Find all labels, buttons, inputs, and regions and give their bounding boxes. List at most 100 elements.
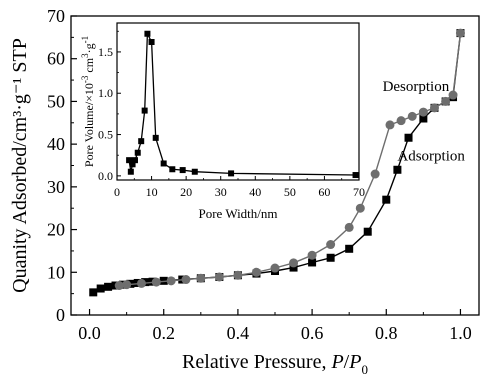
inset-y-label-exp: -3 (80, 75, 90, 83)
inset-y-tick-label: 0.0 (98, 169, 113, 183)
adsorption-point (382, 195, 391, 204)
pore-distribution-point (152, 134, 159, 141)
pore-distribution-point (141, 107, 148, 114)
desorption-point (370, 169, 380, 179)
desorption-point (270, 263, 280, 273)
inset-x-tick-label: 20 (180, 185, 192, 199)
pore-distribution-point (129, 161, 136, 168)
adsorption-point (326, 253, 335, 262)
adsorption-point (89, 288, 98, 297)
x-axis-label-main: Relative Pressure, (182, 351, 331, 373)
inset-x-tick-label: 60 (318, 185, 330, 199)
y-tick-label: 20 (47, 220, 65, 240)
desorption-point (122, 280, 132, 290)
desorption-point (151, 277, 161, 287)
adsorption-point (419, 114, 428, 123)
inset-x-tick-label: 10 (146, 185, 158, 199)
x-axis-label-sub: 0 (361, 362, 368, 377)
pore-distribution-point (352, 172, 359, 179)
x-axis-label: Relative Pressure, P/P0 (182, 351, 368, 377)
y-tick-label: 40 (47, 134, 65, 154)
y-tick-label: 60 (47, 49, 65, 69)
adsorption-point (404, 133, 413, 142)
annotation-desorption: Desorption (383, 79, 450, 95)
inset-y-label-part: Pore Volume/×10 (82, 83, 96, 167)
desorption-point (455, 28, 465, 38)
desorption-point (396, 116, 406, 126)
desorption-point (418, 107, 428, 117)
desorption-point (166, 276, 176, 286)
inset-y-tick-label: 0.5 (98, 128, 113, 142)
x-tick-label: 0.6 (301, 323, 324, 343)
x-axis-label-p: P (330, 351, 343, 373)
y-tick-label: 10 (47, 262, 65, 282)
pore-distribution-point (138, 138, 145, 145)
y-axis-label: Quanity Adsorbed/cm³·g⁻¹ STP (9, 38, 31, 293)
x-tick-label: 1.0 (449, 323, 472, 343)
inset-frame (116, 22, 360, 181)
inset-y-tick-label: 1.5 (98, 45, 113, 59)
pore-distribution-point (179, 167, 186, 174)
desorption-point (251, 267, 261, 277)
inset-plot: 0 10 20 30 40 50 60 70 0.0 0.5 1.0 1.5 Pore Width/nm… (80, 22, 365, 221)
desorption-point (307, 250, 317, 260)
pore-distribution-point (131, 157, 138, 164)
inset-y-label-exp: 3 (80, 53, 90, 58)
desorption-point (429, 103, 439, 113)
pore-distribution-point (127, 168, 134, 175)
inset-x-tick-label: 40 (249, 185, 261, 199)
desorption-point (441, 96, 451, 106)
y-tick-label: 70 (47, 6, 65, 26)
adsorption-point (96, 284, 105, 293)
x-axis-label-slash: / (344, 351, 350, 373)
pore-distribution-point (148, 39, 155, 46)
inset-y-label-exp: -1 (80, 36, 90, 44)
adsorption-point (289, 263, 298, 272)
desorption-point (233, 270, 243, 280)
pore-distribution-point (228, 170, 235, 177)
annotation-adsorption: Adsorption (397, 148, 465, 164)
pore-distribution-point (126, 157, 133, 164)
inset-y-axis-label: Pore Volume/×10-3 cm3·g-1 (80, 36, 96, 167)
inset-y-label-part: ·g (82, 43, 96, 53)
inset-x-tick-label: 30 (215, 185, 227, 199)
x-tick-label: 0.4 (227, 323, 250, 343)
adsorption-point (104, 282, 113, 291)
adsorption-point (308, 258, 317, 267)
pore-distribution-point (134, 149, 141, 156)
inset-x-tick-label: 50 (284, 185, 296, 199)
y-tick-label: 50 (47, 91, 65, 111)
adsorption-point (363, 227, 372, 236)
desorption-point (214, 272, 224, 282)
x-tick-label: 0.8 (375, 323, 398, 343)
desorption-point (181, 275, 191, 285)
inset-x-tick-label: 0 (114, 185, 120, 199)
y-tick-label: 30 (47, 177, 65, 197)
pore-distribution-point (144, 30, 151, 37)
inset-x-axis-label: Pore Width/nm (198, 206, 277, 221)
pore-distribution-point (169, 166, 176, 173)
adsorption-point (345, 244, 354, 253)
pore-distribution-point (160, 160, 167, 167)
inset-x-tick-label: 70 (353, 185, 365, 199)
desorption-point (344, 222, 354, 232)
y-tick-label: 0 (56, 305, 65, 325)
adsorption-point (393, 165, 402, 174)
desorption-point (448, 90, 458, 100)
desorption-point (114, 281, 124, 291)
inset-y-label-part: cm (82, 57, 96, 75)
desorption-point (407, 111, 417, 121)
x-tick-label: 0.2 (152, 323, 175, 343)
pore-distribution-point (191, 168, 198, 175)
x-tick-label: 0.0 (78, 323, 101, 343)
desorption-point (289, 258, 299, 268)
desorption-point (385, 120, 395, 130)
main-plot: 0.0 0.2 0.4 0.6 0.8 1.0010203040506070Relativ… (9, 6, 480, 377)
desorption-point (355, 203, 365, 213)
desorption-point (326, 240, 336, 250)
inset-y-tick-label: 1.0 (98, 86, 113, 100)
x-axis-label-p2: P (348, 351, 361, 373)
desorption-point (136, 278, 146, 288)
desorption-point (196, 273, 206, 283)
